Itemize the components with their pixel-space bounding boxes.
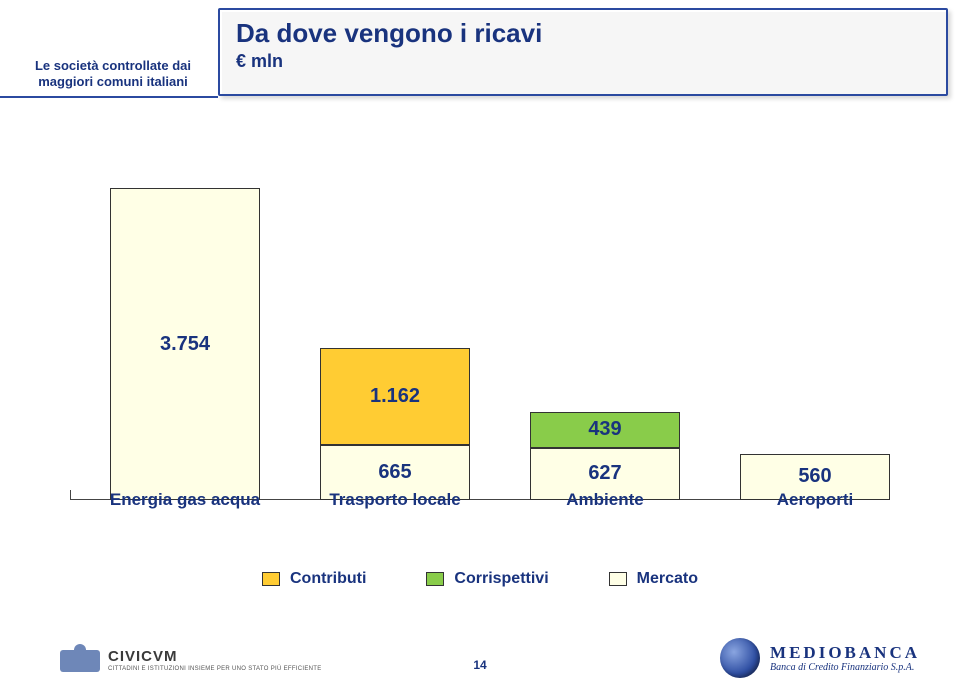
mediobanca-text-block: MEDIOBANCA Banca di Credito Finanziario … xyxy=(770,643,920,673)
revenue-chart: 3.754 Energia gas acqua 665 1.162 Trasporto … xyxy=(70,130,890,520)
bar-segment: 1.162 xyxy=(320,348,470,444)
left-caption-line2: maggiori comuni italiani xyxy=(18,74,208,90)
bar-segment: 3.754 xyxy=(110,188,260,500)
civicum-text-block: CIVICVM CITTADINI E ISTITUZIONI INSIEME … xyxy=(108,648,322,672)
legend-item: Contributi xyxy=(262,570,366,588)
category-label: Aeroporti xyxy=(715,490,915,510)
category-label: Energia gas acqua xyxy=(85,490,285,510)
bar-value: 3.754 xyxy=(160,333,210,356)
legend-label: Mercato xyxy=(637,570,698,588)
civicum-name: CIVICVM xyxy=(108,648,322,665)
bar-value: 439 xyxy=(588,418,621,441)
mediobanca-logo: MEDIOBANCA Banca di Credito Finanziario … xyxy=(720,638,920,678)
left-caption: Le società controllate dai maggiori comu… xyxy=(18,58,208,91)
axis-tick-left xyxy=(70,490,71,500)
left-caption-line1: Le società controllate dai xyxy=(18,58,208,74)
civicum-tag: CITTADINI E ISTITUZIONI INSIEME PER UNO … xyxy=(108,666,322,672)
footer: 14 CIVICVM CITTADINI E ISTITUZIONI INSIE… xyxy=(0,632,960,684)
legend-label: Contributi xyxy=(290,570,366,588)
legend: Contributi Corrispettivi Mercato xyxy=(0,570,960,588)
civicum-icon xyxy=(60,644,100,676)
page-title: Da dove vengono i ricavi xyxy=(236,18,930,49)
bar-segment: 439 xyxy=(530,412,680,448)
legend-item: Mercato xyxy=(609,570,698,588)
page-subtitle: € mln xyxy=(236,51,930,72)
bar-value: 665 xyxy=(378,461,411,484)
title-box: Da dove vengono i ricavi € mln xyxy=(218,8,948,96)
legend-swatch xyxy=(609,572,627,586)
legend-swatch xyxy=(426,572,444,586)
civicum-logo: CIVICVM CITTADINI E ISTITUZIONI INSIEME … xyxy=(60,644,322,676)
mediobanca-name: MEDIOBANCA xyxy=(770,643,920,663)
bar-value: 627 xyxy=(588,462,621,485)
legend-label: Corrispettivi xyxy=(454,570,548,588)
category-label: Ambiente xyxy=(505,490,705,510)
category-label: Trasporto locale xyxy=(295,490,495,510)
mediobanca-tag: Banca di Credito Finanziario S.p.A. xyxy=(770,662,920,673)
mediobanca-seal-icon xyxy=(720,638,760,678)
left-caption-rule xyxy=(0,96,218,98)
bar-value: 1.162 xyxy=(370,385,420,408)
legend-swatch xyxy=(262,572,280,586)
bar-value: 560 xyxy=(798,465,831,488)
legend-item: Corrispettivi xyxy=(426,570,548,588)
